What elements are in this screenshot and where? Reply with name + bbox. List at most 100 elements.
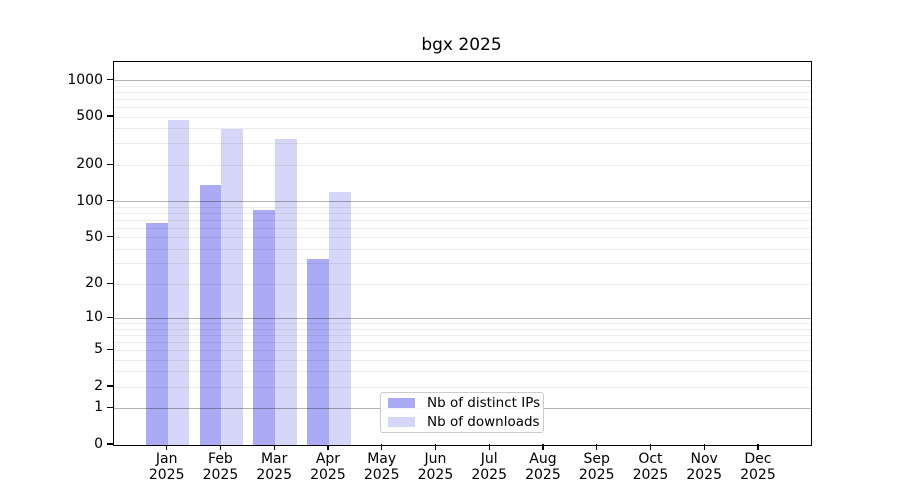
- y-tick-label: 100: [76, 192, 103, 209]
- legend: Nb of distinct IPs Nb of downloads: [380, 392, 544, 433]
- gridline-minor: [114, 206, 811, 208]
- gridline-minor: [114, 237, 811, 239]
- x-tick-mark: [381, 444, 383, 450]
- y-tick-mark: [107, 348, 113, 351]
- month-year: 2025: [148, 467, 185, 483]
- x-tick-label-nov: Nov 2025: [676, 451, 732, 483]
- gridline-minor: [114, 349, 811, 351]
- x-tick-mark: [649, 444, 652, 450]
- gridline-major: [114, 317, 811, 319]
- month-name: Aug: [529, 451, 557, 467]
- month-year: 2025: [363, 467, 400, 483]
- y-tick-mark: [107, 316, 113, 319]
- x-tick-label-jun: Jun 2025: [407, 451, 463, 483]
- y-tick-mark: [107, 282, 113, 285]
- month-name: Jan: [155, 451, 178, 467]
- x-tick-mark: [434, 444, 437, 450]
- bar-downloads-apr: [328, 191, 351, 445]
- plot-area: Nb of distinct IPs Nb of downloads: [113, 61, 812, 446]
- month-year: 2025: [471, 467, 507, 483]
- month-name: Sep: [583, 451, 610, 467]
- y-tick-mark: [107, 235, 113, 238]
- x-tick-label-oct: Oct 2025: [622, 451, 678, 483]
- gridline-minor: [114, 116, 811, 118]
- gridline-minor: [114, 85, 811, 87]
- x-tick-label-jul: Jul 2025: [461, 451, 517, 483]
- gridline-minor: [114, 323, 811, 325]
- legend-label-downloads: Nb of downloads: [427, 414, 540, 430]
- y-tick-label: 2: [94, 378, 103, 395]
- gridline-minor: [114, 359, 811, 361]
- x-tick-label-jan: Jan 2025: [139, 451, 195, 483]
- y-tick-label: 50: [85, 228, 103, 245]
- x-tick-mark: [488, 444, 490, 450]
- gridline-minor: [114, 219, 811, 221]
- month-name: Dec: [744, 451, 772, 467]
- bar-distinct-ips-jan: [145, 223, 168, 445]
- month-year: 2025: [256, 467, 292, 483]
- x-tick-mark: [327, 444, 329, 450]
- month-name: Jun: [424, 451, 447, 467]
- gridline-minor: [114, 98, 811, 100]
- x-tick-label-sep: Sep 2025: [569, 451, 625, 483]
- gridline-minor: [114, 341, 811, 343]
- x-tick-mark: [542, 444, 544, 450]
- legend-entry-downloads: Nb of downloads: [388, 415, 540, 429]
- legend-swatch-distinct-ips: [388, 398, 415, 408]
- month-name: Oct: [638, 451, 663, 467]
- gridline-minor: [114, 212, 811, 214]
- bar-distinct-ips-apr: [307, 258, 329, 445]
- y-tick-label: 20: [85, 275, 103, 292]
- gridline-minor: [114, 283, 811, 285]
- gridline-minor: [114, 227, 811, 229]
- x-tick-label-apr: Apr 2025: [300, 451, 356, 483]
- x-tick-label-mar: Mar 2025: [246, 451, 302, 483]
- gridline-major: [114, 201, 811, 202]
- y-tick-mark: [107, 406, 113, 409]
- bar-distinct-ips-mar: [253, 209, 276, 445]
- month-year: 2025: [310, 467, 346, 483]
- gridline-minor: [114, 164, 811, 166]
- bar-distinct-ips-feb: [199, 185, 222, 445]
- legend-swatch-downloads: [388, 417, 415, 427]
- y-tick-label: 10: [85, 309, 103, 326]
- y-tick-label: 5: [94, 341, 103, 358]
- y-tick-mark: [107, 385, 113, 387]
- y-tick-mark: [107, 199, 113, 202]
- gridline-minor: [114, 371, 811, 373]
- gridline-minor: [114, 106, 811, 108]
- y-tick-label: 1: [94, 399, 103, 416]
- gridline-minor: [114, 128, 811, 130]
- gridline-major: [114, 80, 811, 81]
- month-year: 2025: [578, 467, 615, 483]
- month-year: 2025: [202, 467, 239, 483]
- month-name: Nov: [690, 451, 718, 467]
- x-tick-mark: [596, 444, 598, 450]
- y-tick-mark: [107, 443, 113, 445]
- gridline-minor: [114, 143, 811, 145]
- month-year: 2025: [686, 467, 722, 483]
- legend-entry-distinct-ips: Nb of distinct IPs: [388, 396, 540, 410]
- month-name: Apr: [315, 451, 341, 467]
- gridline-minor: [114, 248, 811, 250]
- month-year: 2025: [740, 467, 776, 483]
- x-tick-mark: [219, 444, 222, 450]
- y-tick-label: 500: [76, 108, 103, 125]
- month-year: 2025: [525, 467, 561, 483]
- chart-title: bgx 2025: [421, 35, 502, 55]
- y-tick-mark: [107, 115, 113, 117]
- x-tick-mark: [757, 444, 759, 450]
- gridline-minor: [114, 91, 811, 93]
- x-tick-label-feb: Feb 2025: [192, 451, 248, 483]
- bar-downloads-mar: [275, 138, 297, 445]
- y-tick-mark: [107, 163, 113, 165]
- y-tick-label: 0: [94, 436, 103, 452]
- gridline-minor: [114, 334, 811, 336]
- x-tick-mark: [703, 444, 705, 450]
- y-tick-mark: [107, 78, 113, 81]
- gridline-minor: [114, 386, 811, 388]
- month-name: Mar: [260, 451, 288, 467]
- month-year: 2025: [632, 467, 669, 483]
- gridline-minor: [114, 263, 811, 265]
- bar-downloads-jan: [167, 119, 190, 445]
